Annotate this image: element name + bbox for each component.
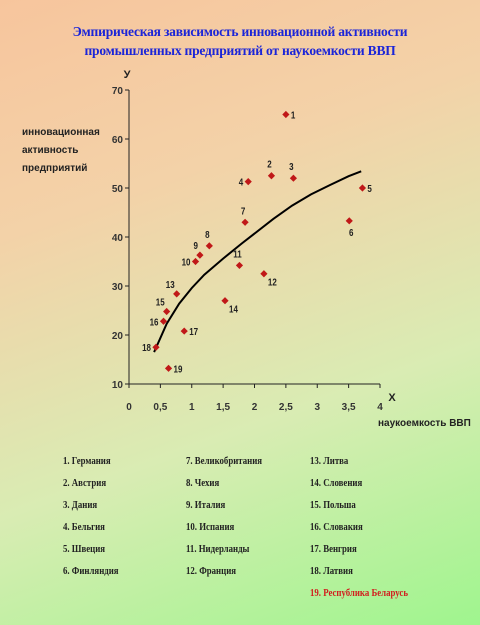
data-label: 10 xyxy=(182,257,191,268)
chart-title: Эмпирическая зависимость инновационной а… xyxy=(0,22,480,60)
legend-item-3: 3. Дания xyxy=(63,500,98,511)
legend-item-10: 10. Испания xyxy=(186,522,235,533)
y-tick-label: 60 xyxy=(112,135,124,146)
data-point xyxy=(191,257,200,266)
data-label: 1 xyxy=(291,110,295,121)
data-point xyxy=(289,174,298,182)
y-tick-label: 50 xyxy=(112,184,124,195)
legend-item-12: 12. Франция xyxy=(186,566,237,577)
y-tick-label: 20 xyxy=(112,331,124,342)
data-point xyxy=(152,343,160,351)
legend-item-16: 16. Словакия xyxy=(310,522,363,533)
y-axis-letter: У xyxy=(124,69,131,81)
legend-item-7: 7. Великобритания xyxy=(186,456,263,467)
data-point xyxy=(163,307,171,316)
legend-item-19: 19. Республика Беларусь xyxy=(310,588,408,599)
x-tick-label: 1 xyxy=(189,402,195,413)
data-point xyxy=(205,242,213,250)
legend-item-1: 1. Германия xyxy=(63,456,111,467)
data-point xyxy=(180,327,188,335)
chart-title-line2: промышленных предприятий от наукоемкости… xyxy=(84,43,396,58)
data-label: 2 xyxy=(267,159,271,170)
y-tick-label: 10 xyxy=(112,380,124,391)
data-point xyxy=(345,217,353,225)
x-tick-label: 0 xyxy=(126,402,132,413)
data-point xyxy=(358,184,367,192)
legend-item-2: 2. Австрия xyxy=(63,478,107,489)
data-point xyxy=(244,178,252,186)
x-tick-label: 1,5 xyxy=(216,402,230,413)
data-label: 13 xyxy=(166,279,175,290)
trend-line xyxy=(153,170,362,353)
x-tick-label: 3,5 xyxy=(342,402,356,413)
data-point xyxy=(235,261,244,270)
data-point xyxy=(260,270,268,278)
data-label: 8 xyxy=(205,229,209,240)
data-label: 16 xyxy=(150,316,159,327)
legend-item-5: 5. Швеция xyxy=(63,544,106,555)
legend-item-15: 15. Польша xyxy=(310,500,356,511)
x-tick-label: 3 xyxy=(314,402,320,413)
data-point xyxy=(221,297,229,305)
legend-item-4: 4. Бельгия xyxy=(63,522,105,533)
data-label: 7 xyxy=(241,205,245,216)
data-point xyxy=(241,218,249,226)
data-label: 11 xyxy=(233,249,241,260)
legend-item-13: 13. Литва xyxy=(310,456,349,467)
x-tick-label: 0,5 xyxy=(153,402,167,413)
data-label: 12 xyxy=(268,277,277,288)
data-point xyxy=(282,110,290,119)
data-point xyxy=(267,172,276,180)
legend-item-8: 8. Чехия xyxy=(186,478,220,489)
data-label: 5 xyxy=(367,183,371,194)
data-label: 19 xyxy=(174,363,183,374)
y-tick-label: 70 xyxy=(112,86,124,97)
data-point xyxy=(164,364,173,372)
legend-item-6: 6. Финляндия xyxy=(63,566,119,577)
legend-item-17: 17. Венгрия xyxy=(310,544,357,555)
legend-item-18: 18. Латвия xyxy=(310,566,353,577)
x-axis-letter: X xyxy=(388,392,396,404)
x-tick-label: 2 xyxy=(252,402,258,413)
data-label: 4 xyxy=(239,177,243,188)
x-axis-label: наукоемкость ВВП xyxy=(378,418,471,429)
data-label: 18 xyxy=(142,342,151,353)
data-point xyxy=(159,317,168,325)
y-axis-label: инновационная активность предприятий xyxy=(22,127,100,174)
data-label: 15 xyxy=(156,297,165,308)
legend-item-9: 9. Италия xyxy=(186,500,226,511)
x-tick-label: 2,5 xyxy=(279,402,293,413)
y-tick-label: 40 xyxy=(112,233,124,244)
data-point xyxy=(196,251,204,259)
data-label: 17 xyxy=(189,326,198,337)
x-tick-label: 4 xyxy=(377,402,383,413)
data-point xyxy=(173,290,181,298)
y-tick-label: 30 xyxy=(112,282,124,293)
data-label: 14 xyxy=(229,304,238,315)
data-label: 3 xyxy=(289,161,293,172)
data-label: 6 xyxy=(349,227,353,238)
data-label: 9 xyxy=(193,240,197,251)
chart-title-line1: Эмпирическая зависимость инновационной а… xyxy=(72,24,408,39)
legend-item-14: 14. Словения xyxy=(310,478,363,489)
legend-item-11: 11. Нидерланды xyxy=(186,544,250,555)
legend: 1. Германия 2. Австрия 3. Дания 4. Бельг… xyxy=(0,452,480,612)
